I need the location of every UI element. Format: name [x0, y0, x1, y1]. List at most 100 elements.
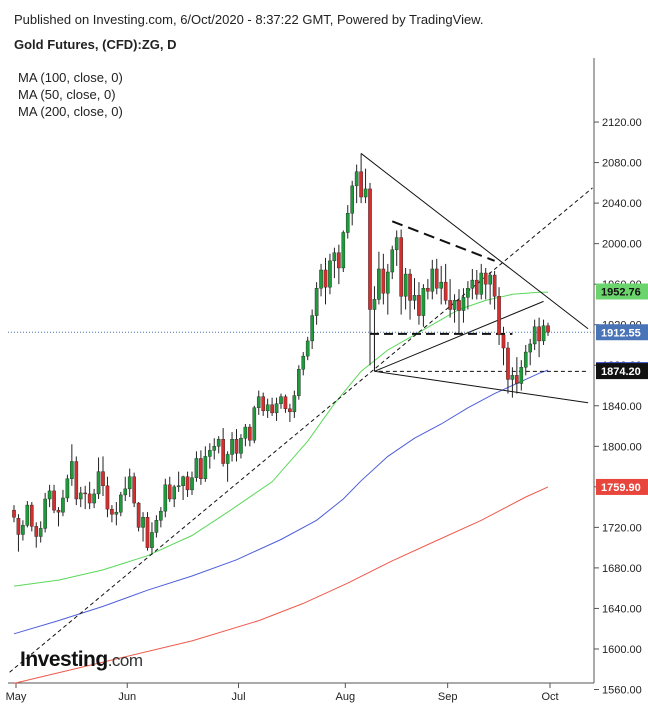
candle-body — [399, 237, 403, 297]
candle-body — [83, 492, 87, 495]
lower-triangle-line — [374, 370, 589, 404]
candle-body — [359, 171, 363, 198]
candle-body — [479, 272, 484, 295]
y-tick-label: 1600.00 — [602, 644, 642, 656]
investing-logo: Investing.com — [20, 648, 143, 672]
y-tick-label: 2120.00 — [602, 117, 642, 129]
candle-body — [234, 439, 239, 454]
candle-body — [426, 288, 430, 292]
candle-body — [141, 517, 145, 528]
candle-body — [181, 476, 185, 487]
price-label-text: 1759.90 — [601, 482, 641, 494]
candle-body — [532, 326, 537, 345]
candle-body — [381, 268, 386, 294]
candle-body — [528, 343, 532, 353]
candle-body — [443, 281, 448, 301]
x-tick-label: May — [6, 691, 27, 703]
candle-body — [332, 252, 337, 262]
candle-body — [421, 288, 426, 316]
candle-body — [368, 188, 372, 310]
x-tick-label: Sep — [438, 691, 458, 703]
falling-resistance-dashed — [391, 220, 495, 262]
candle-body — [475, 279, 479, 295]
y-tick-label: 1720.00 — [602, 522, 642, 534]
candle-body — [461, 297, 466, 311]
symbol-title: Gold Futures, (CFD):ZG, D — [14, 37, 177, 52]
candle-body — [16, 518, 21, 535]
logo-suffix: .com — [107, 651, 143, 670]
candle-body — [248, 426, 252, 441]
candle-body — [118, 494, 123, 513]
candle-body — [279, 396, 283, 404]
candle-body — [537, 326, 541, 342]
price-label-box — [596, 283, 648, 300]
candle-body — [127, 476, 132, 490]
y-tick-label: 1640.00 — [602, 603, 642, 615]
price-label-text: 1912.55 — [601, 327, 641, 339]
price-label-text: 1952.76 — [601, 287, 641, 299]
candle-body — [105, 485, 110, 510]
candle-body — [510, 375, 515, 380]
candle-body — [101, 471, 105, 487]
candle-body — [154, 520, 159, 533]
price-label-box — [596, 324, 648, 341]
candle-body — [34, 526, 39, 537]
candle-body — [78, 492, 83, 500]
candle-body — [439, 281, 444, 289]
candle-body — [194, 458, 199, 478]
candle-body — [145, 517, 150, 548]
candle-body — [501, 334, 506, 349]
candle-body — [110, 508, 114, 515]
candle-body — [185, 476, 190, 491]
candle-body — [546, 325, 550, 333]
candle-body — [265, 404, 270, 412]
candle-body — [301, 355, 306, 370]
candle-body — [408, 273, 412, 301]
candle-body — [417, 295, 421, 316]
candle-body — [470, 279, 475, 289]
y-tick-label: 2040.00 — [602, 198, 642, 210]
candle-body — [363, 188, 368, 198]
candle-body — [350, 185, 355, 214]
candle-body — [430, 268, 435, 292]
candle-body — [310, 315, 314, 342]
logo-main: Investing — [20, 648, 108, 671]
candle-body — [252, 407, 257, 441]
candle-body — [74, 461, 79, 500]
indicator-ma100-label: MA (100, close, 0) — [18, 70, 123, 85]
y-tick-label: 2000.00 — [602, 239, 642, 251]
y-tick-label: 1800.00 — [602, 441, 642, 453]
trendline-drawings — [8, 153, 594, 673]
candle-body — [65, 478, 70, 499]
candle-body — [452, 300, 457, 310]
candle-body — [199, 458, 203, 479]
candle-body — [372, 299, 377, 310]
candle-body — [136, 502, 141, 528]
candle-body — [221, 439, 225, 464]
candle-body — [21, 525, 25, 535]
candle-body — [176, 485, 181, 488]
moving-average-lines — [13, 291, 549, 684]
candle-body — [497, 296, 501, 336]
candle-body — [61, 497, 65, 513]
candle-body — [256, 396, 261, 408]
candle-body — [12, 509, 16, 518]
y-tick-label: 1560.00 — [602, 685, 642, 697]
candle-body — [225, 454, 230, 464]
price-label-box — [596, 363, 648, 380]
candle-body — [519, 367, 524, 384]
candle-body — [515, 375, 519, 384]
candle-body — [483, 272, 488, 285]
candle-body — [354, 171, 359, 187]
candle-body — [38, 528, 43, 537]
published-caption: Published on Investing.com, 6/Oct/2020 -… — [14, 12, 484, 27]
candle-body — [123, 488, 128, 496]
candle-body — [274, 403, 279, 414]
candle-body — [283, 396, 288, 410]
x-tick-label: Jun — [118, 691, 136, 703]
candle-body — [466, 288, 470, 298]
candle-body — [345, 213, 350, 233]
candle-body — [434, 268, 439, 289]
candle-body — [96, 471, 101, 495]
